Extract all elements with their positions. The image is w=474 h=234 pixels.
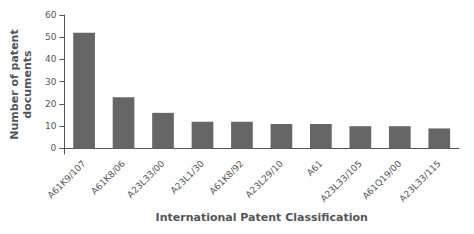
svg-text:A61K8/06: A61K8/06 [89, 158, 127, 196]
svg-text:International Patent Classific: International Patent Classification [156, 211, 368, 224]
svg-text:A61: A61 [305, 158, 325, 178]
svg-text:40: 40 [45, 54, 57, 64]
svg-text:30: 30 [45, 77, 57, 87]
svg-text:10: 10 [45, 121, 57, 131]
svg-text:0: 0 [51, 143, 57, 153]
svg-text:A23L1/30: A23L1/30 [169, 158, 207, 196]
svg-text:A61Q19/00: A61Q19/00 [361, 158, 404, 201]
svg-text:Number of patent: Number of patent [8, 29, 21, 139]
svg-text:A23L33/115: A23L33/115 [397, 158, 442, 203]
svg-text:documents: documents [21, 50, 34, 119]
svg-text:A61K9/107: A61K9/107 [46, 158, 88, 200]
svg-text:A61K8/92: A61K8/92 [208, 158, 246, 196]
svg-text:20: 20 [45, 99, 57, 109]
svg-text:A23L29/10: A23L29/10 [244, 158, 286, 200]
svg-text:A23L33/00: A23L33/00 [125, 158, 167, 200]
svg-text:60: 60 [45, 10, 57, 20]
svg-text:A23L33/105: A23L33/105 [318, 158, 363, 203]
svg-text:50: 50 [45, 32, 57, 42]
